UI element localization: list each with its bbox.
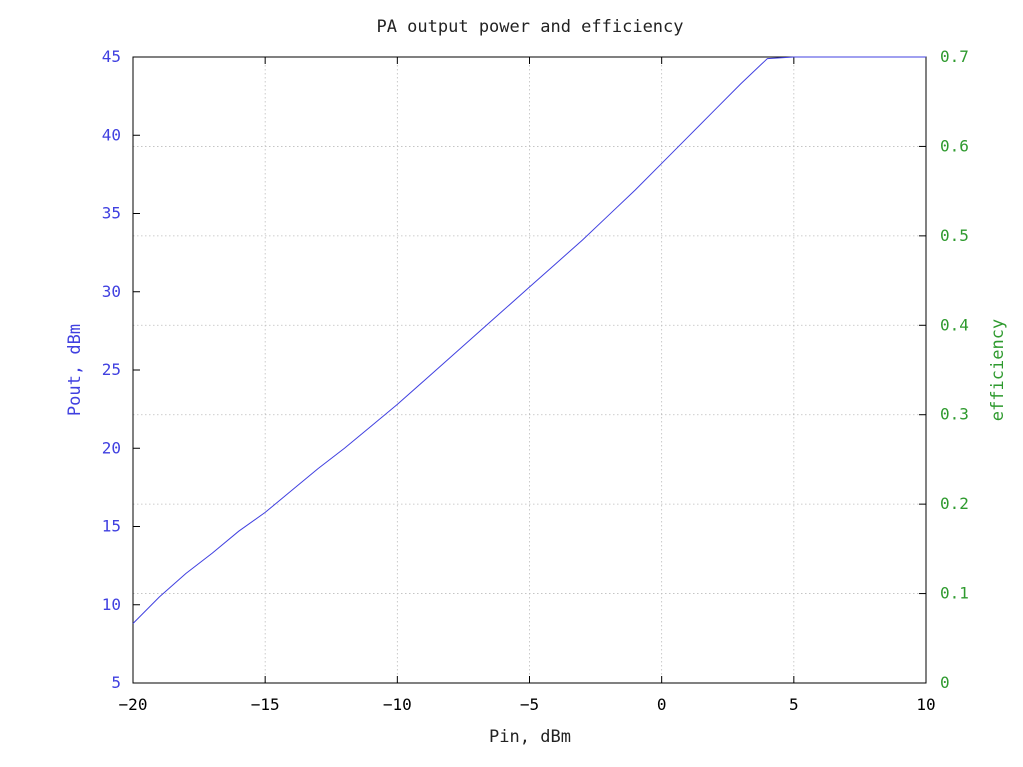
y-tick-label: 5 bbox=[111, 673, 121, 692]
y2-tick-label: 0.7 bbox=[940, 47, 969, 66]
y-tick-label: 45 bbox=[102, 47, 121, 66]
x-tick-label: −20 bbox=[119, 695, 148, 714]
series-layer bbox=[132, 56, 926, 624]
y2-tick-label: 0.6 bbox=[940, 136, 969, 155]
x-tick-label: 10 bbox=[916, 695, 935, 714]
y-tick-label: 30 bbox=[102, 282, 121, 301]
y2-tick-label: 0.3 bbox=[940, 405, 969, 424]
series-line-pout bbox=[132, 56, 926, 624]
x-axis-label: Pin, dBm bbox=[489, 727, 571, 747]
y-tick-label: 10 bbox=[102, 595, 121, 614]
chart-title: PA output power and efficiency bbox=[376, 17, 683, 37]
y-tick-label: 35 bbox=[102, 204, 121, 223]
y2-tick-label: 0.4 bbox=[940, 315, 969, 334]
y2-tick-label: 0 bbox=[940, 673, 950, 692]
y-tick-label: 40 bbox=[102, 125, 121, 144]
grid-layer bbox=[133, 57, 926, 683]
y-tick-label: 15 bbox=[102, 517, 121, 536]
y2-tick-label: 0.5 bbox=[940, 226, 969, 245]
y-tick-label: 20 bbox=[102, 438, 121, 457]
y-tick-label: 25 bbox=[102, 360, 121, 379]
y2-tick-label: 0.1 bbox=[940, 584, 969, 603]
x-tick-label: −15 bbox=[251, 695, 280, 714]
x-tick-label: −5 bbox=[520, 695, 539, 714]
y-axis-label: Pout, dBm bbox=[65, 324, 85, 416]
tick-layer: −20 −15 −10 −5 0 5 10 5 10 15 20 25 30 35 40 45 0 0.1 0.2 0… bbox=[102, 47, 969, 714]
x-tick-label: −10 bbox=[383, 695, 412, 714]
y2-tick-label: 0.2 bbox=[940, 494, 969, 513]
y2-axis-label: efficiency bbox=[988, 319, 1008, 421]
x-tick-label: 0 bbox=[657, 695, 667, 714]
x-tick-label: 5 bbox=[789, 695, 799, 714]
